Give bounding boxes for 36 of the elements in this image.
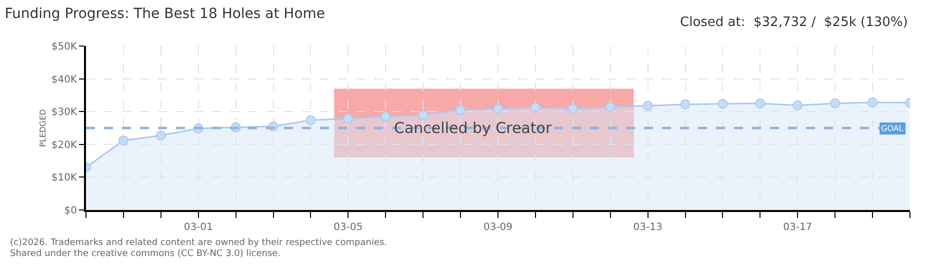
text: (c)2026. Trademarks and related content are owned by their respective companies. (10, 238, 388, 248)
x-tick-label: 03-01 (184, 222, 213, 233)
point (792, 100, 803, 110)
text: Shared under the creative commons (CC BY-NC 3.0) license. (10, 249, 281, 259)
y-tick-label: $0 (64, 206, 77, 216)
point (830, 98, 840, 108)
point (642, 100, 653, 111)
x-tick-label: 03-09 (483, 222, 513, 233)
y-axis-title: PLEDGED (38, 109, 48, 147)
point (343, 113, 354, 124)
y-tick-label: $30K (51, 107, 78, 118)
point (418, 110, 428, 120)
point (456, 104, 466, 115)
point (605, 102, 616, 112)
ref-line-label: GOAL (881, 124, 904, 133)
text: Closed at: $32,732 / $25k (130%) (680, 15, 908, 30)
y-tick-label: $40K (51, 74, 78, 86)
x-tick-label: 03-05 (334, 222, 363, 233)
point (718, 98, 728, 109)
point (530, 102, 540, 112)
point (680, 99, 690, 110)
point (868, 97, 878, 108)
point (306, 115, 316, 126)
point (755, 98, 766, 108)
point (156, 130, 166, 141)
x-tick-label: 03-13 (633, 222, 662, 233)
chart-title: Funding Progress: The Best 18 Holes at Home (4, 6, 326, 22)
point (493, 104, 503, 114)
point (380, 112, 391, 122)
y-tick-label: $50K (51, 42, 78, 52)
y-tick-label: $10K (51, 172, 78, 184)
y-tick-label: $20K (51, 140, 78, 151)
point (118, 135, 128, 146)
x-tick-label: 03-17 (783, 222, 812, 233)
point (568, 104, 578, 114)
band-label: Cancelled by Creator (394, 119, 552, 137)
